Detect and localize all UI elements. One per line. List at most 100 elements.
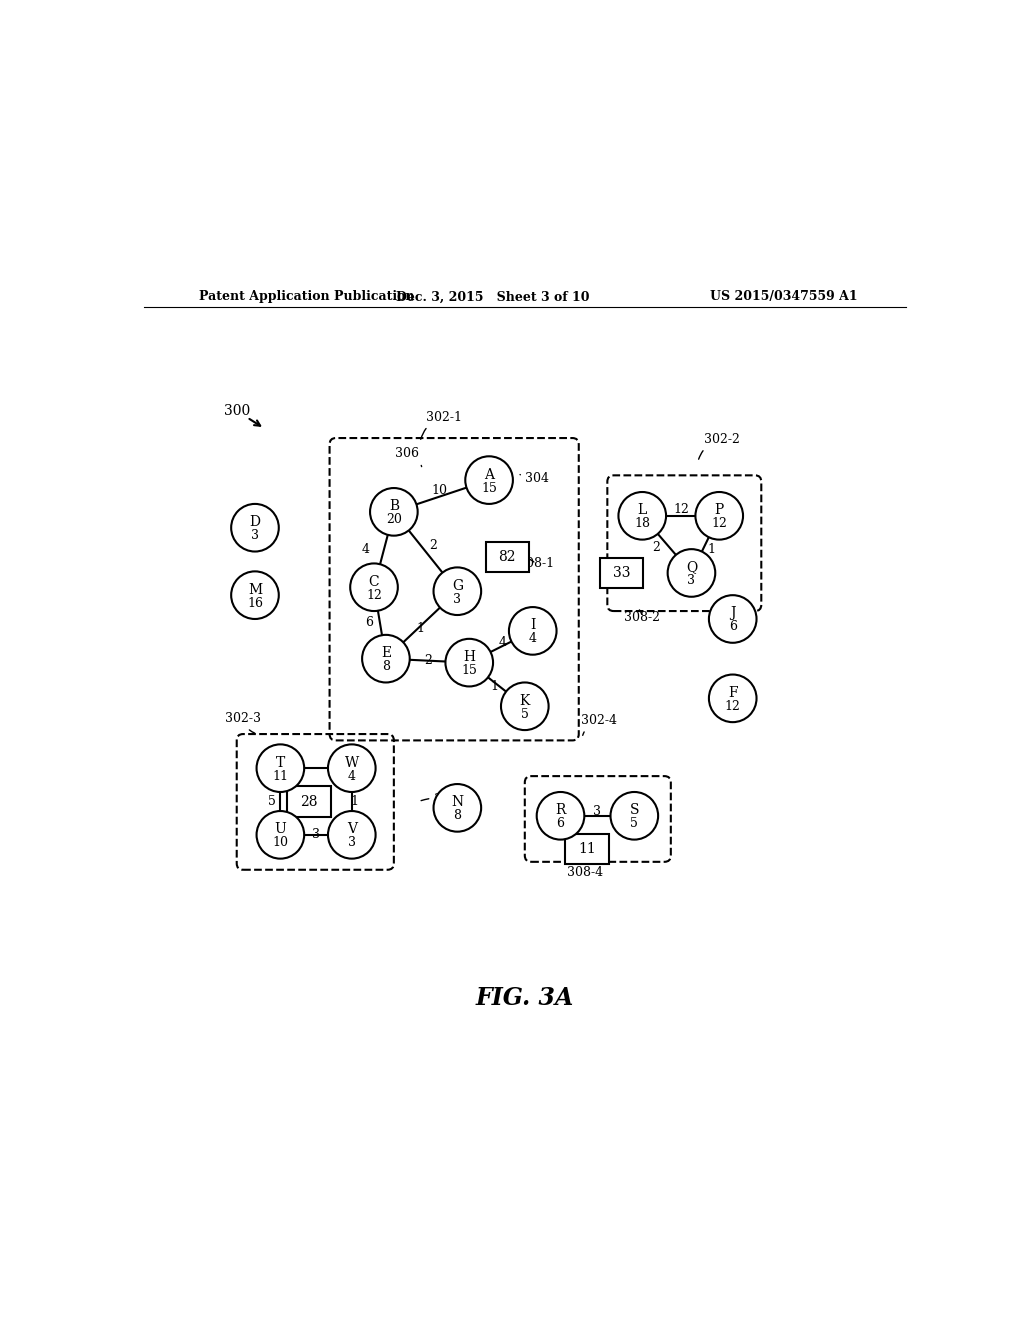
Text: 3: 3 xyxy=(454,593,462,606)
FancyBboxPatch shape xyxy=(565,834,608,865)
Text: 10: 10 xyxy=(432,484,447,496)
FancyBboxPatch shape xyxy=(287,787,331,817)
Text: US 2015/0347559 A1: US 2015/0347559 A1 xyxy=(711,290,858,304)
Circle shape xyxy=(465,457,513,504)
Text: 4: 4 xyxy=(528,632,537,645)
Text: 8: 8 xyxy=(382,660,390,673)
Text: 2: 2 xyxy=(424,653,432,667)
Circle shape xyxy=(257,810,304,858)
Text: N: N xyxy=(452,796,464,809)
Text: 10: 10 xyxy=(272,837,289,849)
Circle shape xyxy=(370,488,418,536)
Text: 1: 1 xyxy=(490,680,499,693)
Circle shape xyxy=(618,492,666,540)
Text: C: C xyxy=(369,574,379,589)
Text: 12: 12 xyxy=(712,517,727,531)
Circle shape xyxy=(501,682,549,730)
Circle shape xyxy=(362,635,410,682)
Text: R: R xyxy=(555,804,565,817)
Text: T: T xyxy=(275,755,285,770)
Text: V: V xyxy=(347,822,356,837)
Circle shape xyxy=(350,564,397,611)
Text: 82: 82 xyxy=(499,550,516,564)
Text: 28: 28 xyxy=(300,795,317,809)
Text: A: A xyxy=(484,467,495,482)
Text: 1: 1 xyxy=(350,795,358,808)
Text: J: J xyxy=(730,606,735,620)
Text: 302-1: 302-1 xyxy=(421,411,462,440)
Text: H: H xyxy=(463,649,475,664)
Text: 300: 300 xyxy=(224,404,251,418)
Circle shape xyxy=(231,504,279,552)
Circle shape xyxy=(328,744,376,792)
Text: 3: 3 xyxy=(251,529,259,543)
Text: 302-4: 302-4 xyxy=(582,714,617,735)
Text: 15: 15 xyxy=(481,482,497,495)
Circle shape xyxy=(433,568,481,615)
Text: 4: 4 xyxy=(362,543,370,556)
Text: E: E xyxy=(381,645,391,660)
Text: Patent Application Publication: Patent Application Publication xyxy=(200,290,415,304)
Text: 306: 306 xyxy=(395,447,422,466)
Circle shape xyxy=(709,675,757,722)
Circle shape xyxy=(610,792,658,840)
Circle shape xyxy=(509,607,557,655)
Text: 12: 12 xyxy=(366,589,382,602)
Text: 18: 18 xyxy=(634,517,650,531)
Text: K: K xyxy=(519,694,530,708)
Text: 302-2: 302-2 xyxy=(698,433,739,459)
Text: 6: 6 xyxy=(556,817,564,830)
FancyBboxPatch shape xyxy=(600,558,643,587)
Text: 3: 3 xyxy=(312,829,321,841)
Circle shape xyxy=(433,784,481,832)
Circle shape xyxy=(231,572,279,619)
Text: 6: 6 xyxy=(729,620,736,634)
Text: 308-3: 308-3 xyxy=(421,793,470,807)
Text: M: M xyxy=(248,582,262,597)
Text: 4: 4 xyxy=(499,636,507,649)
Text: D: D xyxy=(250,515,260,529)
Text: 11: 11 xyxy=(272,770,289,783)
Text: 6: 6 xyxy=(366,616,374,630)
Text: 4: 4 xyxy=(348,770,355,783)
Circle shape xyxy=(709,595,757,643)
Text: S: S xyxy=(630,804,639,817)
Text: 8: 8 xyxy=(454,809,462,822)
Circle shape xyxy=(257,744,304,792)
Circle shape xyxy=(537,792,585,840)
Text: Q: Q xyxy=(686,561,697,574)
Text: 308-1: 308-1 xyxy=(518,557,554,570)
Circle shape xyxy=(445,639,494,686)
Text: 5: 5 xyxy=(631,817,638,830)
Text: L: L xyxy=(638,503,647,517)
Text: 12: 12 xyxy=(673,503,689,516)
Text: 2: 2 xyxy=(430,540,437,553)
Text: 3: 3 xyxy=(687,574,695,587)
Circle shape xyxy=(668,549,716,597)
Text: 20: 20 xyxy=(386,513,401,527)
Text: 5: 5 xyxy=(268,795,276,808)
Text: 302-3: 302-3 xyxy=(225,713,261,733)
Text: 5: 5 xyxy=(521,708,528,721)
Text: 2: 2 xyxy=(652,541,659,554)
Text: 11: 11 xyxy=(578,842,596,857)
Text: B: B xyxy=(389,499,399,513)
Text: 33: 33 xyxy=(613,566,631,579)
Text: F: F xyxy=(728,686,737,700)
Text: 1: 1 xyxy=(416,622,424,635)
Text: FIG. 3A: FIG. 3A xyxy=(475,986,574,1010)
Text: Dec. 3, 2015   Sheet 3 of 10: Dec. 3, 2015 Sheet 3 of 10 xyxy=(396,290,590,304)
Text: 1: 1 xyxy=(708,543,716,556)
Text: W: W xyxy=(345,755,359,770)
FancyBboxPatch shape xyxy=(485,543,529,572)
Text: 15: 15 xyxy=(461,664,477,677)
Text: 16: 16 xyxy=(247,597,263,610)
Text: 3: 3 xyxy=(348,837,355,849)
Text: P: P xyxy=(715,503,724,517)
Text: 308-2: 308-2 xyxy=(625,610,660,623)
Text: 3: 3 xyxy=(593,805,601,818)
Circle shape xyxy=(328,810,376,858)
Text: 308-4: 308-4 xyxy=(567,861,603,879)
Text: 304: 304 xyxy=(520,473,550,486)
Text: 12: 12 xyxy=(725,700,740,713)
